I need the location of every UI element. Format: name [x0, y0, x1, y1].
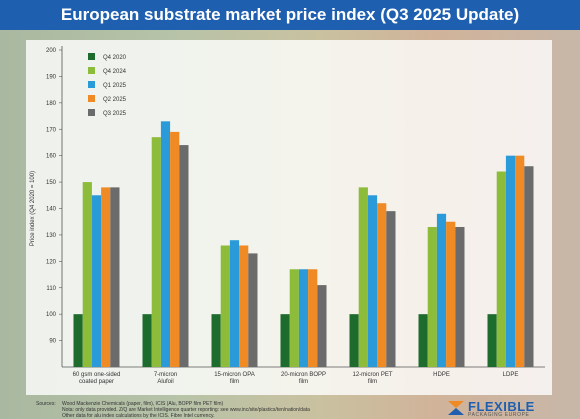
source-line-1: Wood Mackenzie Chemicals (paper, film), … [62, 401, 224, 407]
legend-label: Q1 2025 [103, 83, 127, 89]
y-tick-label: 130 [46, 233, 57, 239]
bar-q4-2024 [289, 269, 299, 367]
bar-q2-2025 [377, 203, 387, 367]
bar-q1-2025 [436, 213, 447, 367]
bar-q4-2024 [358, 187, 368, 367]
bar-q2-2025 [446, 221, 456, 367]
bar-q2-2025 [515, 155, 525, 367]
logo-icon [448, 401, 464, 415]
x-tick-label: 12-micron PET film [352, 372, 392, 385]
legend-swatch [88, 67, 95, 74]
bar-q3-2025 [317, 285, 327, 367]
source-label: Sources: [36, 401, 56, 407]
bar-q4-2024 [82, 182, 92, 367]
y-tick-label: 90 [49, 339, 56, 345]
y-tick-label: 110 [46, 286, 56, 292]
legend-swatch [88, 109, 95, 116]
x-tick-label: 7-micron Alufoil [154, 372, 177, 385]
bar-q1-2025 [367, 195, 378, 367]
title-banner [0, 0, 580, 30]
bar-q4-2024 [151, 137, 161, 367]
bar-q2-2025 [170, 131, 180, 367]
bar-q4-2020 [349, 314, 359, 367]
bar-q4-2024 [220, 245, 230, 367]
y-tick-label: 160 [46, 154, 57, 160]
legend-label: Q4 2020 [103, 55, 127, 61]
legend-label: Q3 2025 [103, 111, 127, 117]
legend-label: Q2 2025 [103, 97, 127, 103]
source-line-3: Other data for alu index calculations by… [62, 413, 215, 419]
bar-q4-2020 [418, 314, 428, 367]
legend-swatch [88, 53, 95, 60]
y-tick-label: 190 [46, 74, 57, 80]
bar-q1-2025 [505, 155, 516, 367]
x-tick-label: 15-micron OPA film [214, 372, 255, 385]
bar-q4-2020 [73, 314, 83, 367]
x-axis-labels: 60 gsm one-sided coated paper 7-micron Aluf… [73, 372, 519, 385]
bar-q3-2025 [248, 253, 258, 367]
legend-label: Q4 2024 [103, 69, 127, 75]
source-line-2: Nota: only data provided. Z/Q are Market… [62, 407, 310, 413]
bar-q4-2020 [280, 314, 290, 367]
x-tick-label: HDPE [433, 372, 450, 378]
bar-q4-2024 [496, 171, 506, 367]
bar-q1-2025 [298, 269, 309, 367]
flexible-packaging-logo: FLEXIBLE PACKAGING EUROPE [448, 399, 548, 419]
chart-legend: Q4 2020 Q4 2024 Q1 2025 Q2 2025 Q3 2025 [88, 53, 127, 117]
bar-q4-2020 [142, 314, 152, 367]
bar-q4-2020 [211, 314, 221, 367]
legend-swatch [88, 95, 95, 102]
bar-q3-2025 [179, 145, 189, 367]
x-tick-label: LDPE [503, 372, 519, 378]
y-axis-label: Price index (Q4 2020 = 100) [30, 171, 36, 246]
logo-tagline: PACKAGING EUROPE [468, 412, 530, 418]
bar-q2-2025 [101, 187, 111, 367]
bar-q2-2025 [239, 245, 249, 367]
bar-q1-2025 [229, 240, 240, 367]
chart-title: European substrate market price index (Q… [60, 5, 520, 24]
legend-swatch [88, 81, 95, 88]
y-tick-label: 170 [46, 127, 57, 133]
bar-q1-2025 [91, 195, 102, 367]
logo-name: FLEXIBLE [468, 399, 535, 414]
x-tick-label: 20-micron BOPP film [281, 372, 326, 385]
y-tick-label: 140 [46, 207, 57, 213]
y-tick-label: 120 [46, 259, 57, 265]
source-notes: Wood Mackenzie Chemicals (paper, film), … [62, 401, 432, 419]
y-tick-label: 100 [46, 312, 57, 318]
bar-q1-2025 [160, 121, 171, 367]
bar-q4-2020 [487, 314, 497, 367]
y-tick-label: 200 [46, 48, 57, 54]
y-tick-label: 150 [46, 180, 57, 186]
bar-q3-2025 [386, 211, 396, 367]
bar-q3-2025 [455, 226, 465, 367]
bar-q2-2025 [308, 269, 318, 367]
x-tick-label: 60 gsm one-sided coated paper [73, 372, 121, 385]
y-tick-label: 180 [46, 101, 57, 107]
bar-q3-2025 [524, 166, 534, 367]
chart-bars [73, 121, 534, 367]
bar-q3-2025 [110, 187, 120, 367]
bar-q4-2024 [427, 226, 437, 367]
